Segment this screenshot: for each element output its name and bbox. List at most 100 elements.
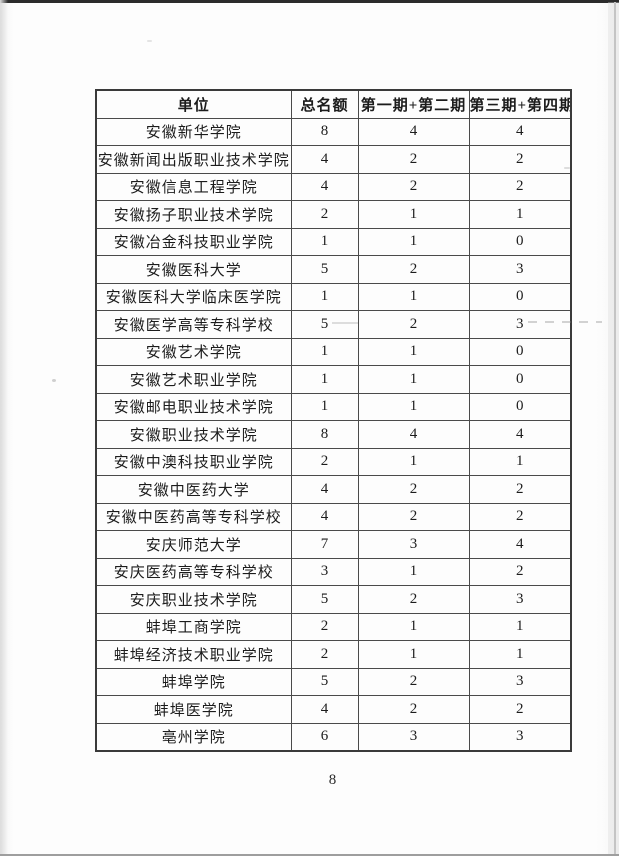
unit-cell: 安徽信息工程学院 (95, 172, 292, 201)
phase-3-4-cell: 0 (468, 227, 572, 256)
table-row: 蚌埠工商学院 2 1 1 (95, 612, 572, 641)
total-quota-cell: 2 (290, 447, 359, 476)
phase-3-4-cell: 1 (468, 200, 572, 229)
table-row: 蚌埠经济技术职业学院 2 1 1 (95, 640, 572, 669)
phase-3-4-cell: 0 (468, 337, 572, 366)
unit-cell: 安徽新闻出版职业技术学院 (95, 145, 292, 174)
total-quota-cell: 8 (290, 117, 359, 146)
table-row: 安徽医学高等专科学校 5 2 3 (95, 310, 572, 339)
phase-1-2-cell: 4 (357, 117, 470, 146)
total-quota-cell: 1 (290, 337, 359, 366)
phase-3-4-cell: 3 (468, 255, 572, 284)
unit-cell: 安徽职业技术学院 (95, 420, 292, 449)
total-quota-cell: 1 (290, 282, 359, 311)
phase-1-2-cell: 2 (357, 172, 470, 201)
scan-edge-bottom (0, 854, 619, 856)
total-quota-cell: 4 (290, 475, 359, 504)
unit-cell: 安徽医科大学 (95, 255, 292, 284)
phase-1-2-cell: 2 (357, 667, 470, 696)
unit-cell: 安徽艺术学院 (95, 337, 292, 366)
header-unit: 单位 (95, 89, 292, 119)
quota-table: 单位 总名额 第一期+第二期 第三期+第四期 安徽新华学院 8 4 4 安徽新闻出版职业… (95, 89, 572, 752)
phase-1-2-cell: 2 (357, 310, 470, 339)
phase-3-4-cell: 4 (468, 117, 572, 146)
table-row: 安徽新华学院 8 4 4 (95, 117, 572, 146)
phase-1-2-cell: 2 (357, 255, 470, 284)
phase-3-4-cell: 1 (468, 447, 572, 476)
table-row: 亳州学院 6 3 3 (95, 722, 572, 751)
header-total-quota: 总名额 (290, 89, 359, 119)
table-body: 安徽新华学院 8 4 4 安徽新闻出版职业技术学院 4 2 2 安徽信息工程学院 4 2 2 安徽扬子职… (95, 117, 572, 751)
phase-1-2-cell: 1 (357, 640, 470, 669)
phase-3-4-cell: 1 (468, 612, 572, 641)
total-quota-cell: 8 (290, 420, 359, 449)
phase-1-2-cell: 2 (357, 695, 470, 724)
table-row: 安徽艺术学院 1 1 0 (95, 337, 572, 366)
table-row: 安徽冶金科技职业学院 1 1 0 (95, 227, 572, 256)
phase-1-2-cell: 1 (357, 282, 470, 311)
table-row: 蚌埠学院 5 2 3 (95, 667, 572, 696)
header-phase-1-2: 第一期+第二期 (357, 89, 470, 119)
table-row: 安徽信息工程学院 4 2 2 (95, 172, 572, 201)
phase-1-2-cell: 2 (357, 145, 470, 174)
scan-artifact-speck (52, 379, 56, 382)
phase-3-4-cell: 2 (468, 475, 572, 504)
scan-edge-right-band (608, 2, 619, 854)
table-row: 安徽新闻出版职业技术学院 4 2 2 (95, 145, 572, 174)
unit-cell: 蚌埠学院 (95, 667, 292, 696)
phase-3-4-cell: 4 (468, 420, 572, 449)
phase-1-2-cell: 1 (357, 392, 470, 421)
phase-3-4-cell: 3 (468, 722, 572, 751)
table-row: 安徽中澳科技职业学院 2 1 1 (95, 447, 572, 476)
total-quota-cell: 4 (290, 145, 359, 174)
scan-edge-left (0, 0, 8, 856)
unit-cell: 安徽中澳科技职业学院 (95, 447, 292, 476)
total-quota-cell: 6 (290, 722, 359, 751)
phase-1-2-cell: 1 (357, 447, 470, 476)
table-row: 安徽邮电职业技术学院 1 1 0 (95, 392, 572, 421)
phase-1-2-cell: 1 (357, 200, 470, 229)
total-quota-cell: 4 (290, 695, 359, 724)
total-quota-cell: 5 (290, 310, 359, 339)
total-quota-cell: 1 (290, 365, 359, 394)
unit-cell: 安徽医科大学临床医学院 (95, 282, 292, 311)
table-row: 安庆职业技术学院 5 2 3 (95, 585, 572, 614)
scan-edge-right-line (614, 2, 616, 854)
phase-3-4-cell: 0 (468, 365, 572, 394)
table-row: 安徽医科大学 5 2 3 (95, 255, 572, 284)
phase-3-4-cell: 2 (468, 172, 572, 201)
unit-cell: 安徽艺术职业学院 (95, 365, 292, 394)
phase-1-2-cell: 1 (357, 557, 470, 586)
total-quota-cell: 4 (290, 172, 359, 201)
phase-1-2-cell: 4 (357, 420, 470, 449)
unit-cell: 安徽新华学院 (95, 117, 292, 146)
phase-3-4-cell: 3 (468, 310, 572, 339)
scan-artifact-speck (147, 40, 152, 42)
unit-cell: 安庆医药高等专科学校 (95, 557, 292, 586)
page-number: 8 (328, 772, 337, 788)
phase-3-4-cell: 0 (468, 392, 572, 421)
phase-1-2-cell: 1 (357, 337, 470, 366)
unit-cell: 安徽扬子职业技术学院 (95, 200, 292, 229)
total-quota-cell: 2 (290, 200, 359, 229)
phase-3-4-cell: 3 (468, 585, 572, 614)
phase-3-4-cell: 2 (468, 557, 572, 586)
table-row: 安徽艺术职业学院 1 1 0 (95, 365, 572, 394)
total-quota-cell: 5 (290, 255, 359, 284)
header-phase-3-4: 第三期+第四期 (468, 89, 572, 119)
unit-cell: 亳州学院 (95, 722, 292, 751)
phase-1-2-cell: 1 (357, 227, 470, 256)
phase-3-4-cell: 2 (468, 145, 572, 174)
total-quota-cell: 1 (290, 227, 359, 256)
table-row: 安庆医药高等专科学校 3 1 2 (95, 557, 572, 586)
total-quota-cell: 4 (290, 502, 359, 531)
unit-cell: 安徽中医药大学 (95, 475, 292, 504)
total-quota-cell: 3 (290, 557, 359, 586)
phase-3-4-cell: 1 (468, 640, 572, 669)
total-quota-cell: 1 (290, 392, 359, 421)
quota-table-header: 单位 总名额 第一期+第二期 第三期+第四期 (95, 89, 572, 119)
phase-3-4-cell: 0 (468, 282, 572, 311)
phase-1-2-cell: 3 (357, 722, 470, 751)
table-row: 安徽中医药高等专科学校 4 2 2 (95, 502, 572, 531)
